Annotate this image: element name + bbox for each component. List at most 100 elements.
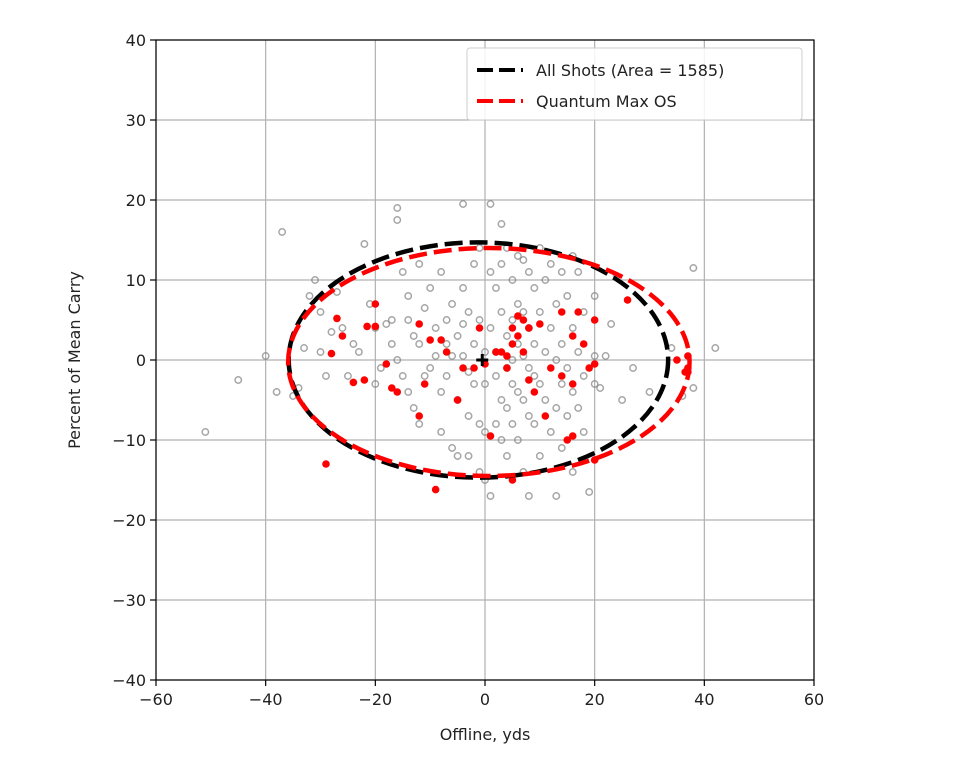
all-shot-point [272, 388, 281, 396]
all-shot-point [689, 384, 698, 392]
all-shot-point [557, 380, 566, 388]
all-shot-point [568, 468, 577, 476]
quantum-max-point [514, 312, 522, 320]
quantum-max-point [393, 388, 402, 396]
y-axis-ticks: −40 −30 −20 −10 0 10 20 30 40 [112, 31, 156, 690]
quantum-max-point [579, 340, 588, 348]
quantum-max-point [585, 364, 593, 372]
all-shot-point [448, 352, 457, 360]
quantum-max-point [486, 432, 495, 440]
all-shot-point [524, 268, 533, 276]
all-shot-point [546, 428, 555, 436]
quantum-max-point [519, 348, 528, 356]
all-shot-point [513, 300, 522, 308]
all-shot-point [442, 316, 451, 324]
all-shot-point [530, 340, 539, 348]
all-shot-point [546, 324, 555, 332]
all-shot-point [404, 292, 413, 300]
all-shot-point [431, 352, 440, 360]
all-shot-point [590, 292, 599, 300]
all-shot-point [502, 332, 511, 340]
all-shot-point [645, 388, 654, 396]
y-tick-label: −40 [112, 671, 146, 690]
quantum-max-point [508, 324, 517, 332]
all-shot-point [393, 356, 402, 364]
all-shot-point [475, 420, 484, 428]
all-shot-point [563, 412, 572, 420]
x-tick-label: −40 [249, 690, 283, 709]
all-shot-point [420, 372, 429, 380]
all-shot-point [278, 228, 287, 236]
all-shot-point [492, 372, 500, 380]
legend-box [466, 47, 803, 121]
quantum-max-point [497, 348, 506, 356]
all-shot-point [442, 372, 451, 380]
all-shot-point [546, 260, 555, 268]
all-shot-point [387, 316, 396, 324]
all-shot-point [497, 220, 506, 228]
all-shot-point [453, 452, 462, 460]
all-shot-point [426, 284, 435, 292]
all-shot-point [322, 372, 330, 380]
all-shot-point [524, 412, 533, 420]
all-shot-point [711, 344, 720, 352]
all-shot-point [409, 332, 418, 340]
quantum-max-point [371, 300, 380, 308]
all-shot-point [431, 324, 440, 332]
quantum-max-point [568, 432, 577, 440]
all-shot-point [459, 352, 468, 360]
quantum-max-point [415, 412, 424, 420]
all-shot-point [492, 284, 500, 292]
all-shot-point [486, 492, 495, 500]
all-shot-point [574, 348, 583, 356]
legend-label-quantum-max: Quantum Max OS [536, 92, 677, 111]
all-shot-point [464, 368, 473, 376]
all-shot-point [508, 420, 517, 428]
quantum-max-point [453, 396, 462, 404]
all-shot-point [316, 308, 325, 316]
quantum-max-point [623, 296, 632, 304]
all-shot-point [502, 404, 511, 412]
all-shot-point [508, 356, 517, 364]
y-tick-label: 10 [126, 271, 146, 290]
y-tick-label: 30 [126, 111, 146, 130]
all-shot-point [398, 268, 407, 276]
all-shot-point [519, 396, 528, 404]
quantum-max-point [508, 340, 517, 348]
all-shot-point [530, 420, 539, 428]
all-shot-point [557, 444, 566, 452]
y-tick-label: −20 [112, 511, 146, 530]
all-shot-point [508, 380, 517, 388]
all-shot-point [437, 268, 446, 276]
quantum-max-point [437, 336, 445, 344]
all-shot-point [459, 200, 468, 208]
quantum-max-ellipse [285, 245, 692, 479]
all-shot-point [579, 372, 588, 380]
quantum-max-point [431, 485, 440, 494]
legend-label-all-shots: All Shots (Area = 1585) [536, 61, 724, 80]
quantum-max-point [327, 349, 336, 358]
all-shot-point [409, 404, 418, 412]
all-shot-point [475, 316, 484, 324]
all-shot-point [590, 380, 599, 388]
y-tick-label: 40 [126, 31, 146, 50]
all-shot-point [481, 380, 489, 388]
all-shot-point [448, 300, 457, 308]
all-shot-point [519, 256, 528, 264]
quantum-max-point [415, 320, 424, 328]
quantum-max-point [519, 316, 528, 324]
all-shot-point [338, 324, 347, 332]
all-shot-point [535, 380, 544, 388]
quantum-max-point [333, 314, 341, 323]
all-shot-point [398, 372, 407, 380]
all-shot-point [563, 364, 572, 372]
all-shot-point [590, 352, 599, 360]
quantum-max-point [547, 364, 555, 372]
quantum-max-point [530, 388, 539, 396]
all-shot-point [442, 340, 451, 348]
legend: All Shots (Area = 1585) Quantum Max OS [466, 47, 803, 121]
all-shot-point [552, 300, 561, 308]
all-shot-point [629, 364, 637, 372]
all-shot-point [689, 264, 698, 272]
